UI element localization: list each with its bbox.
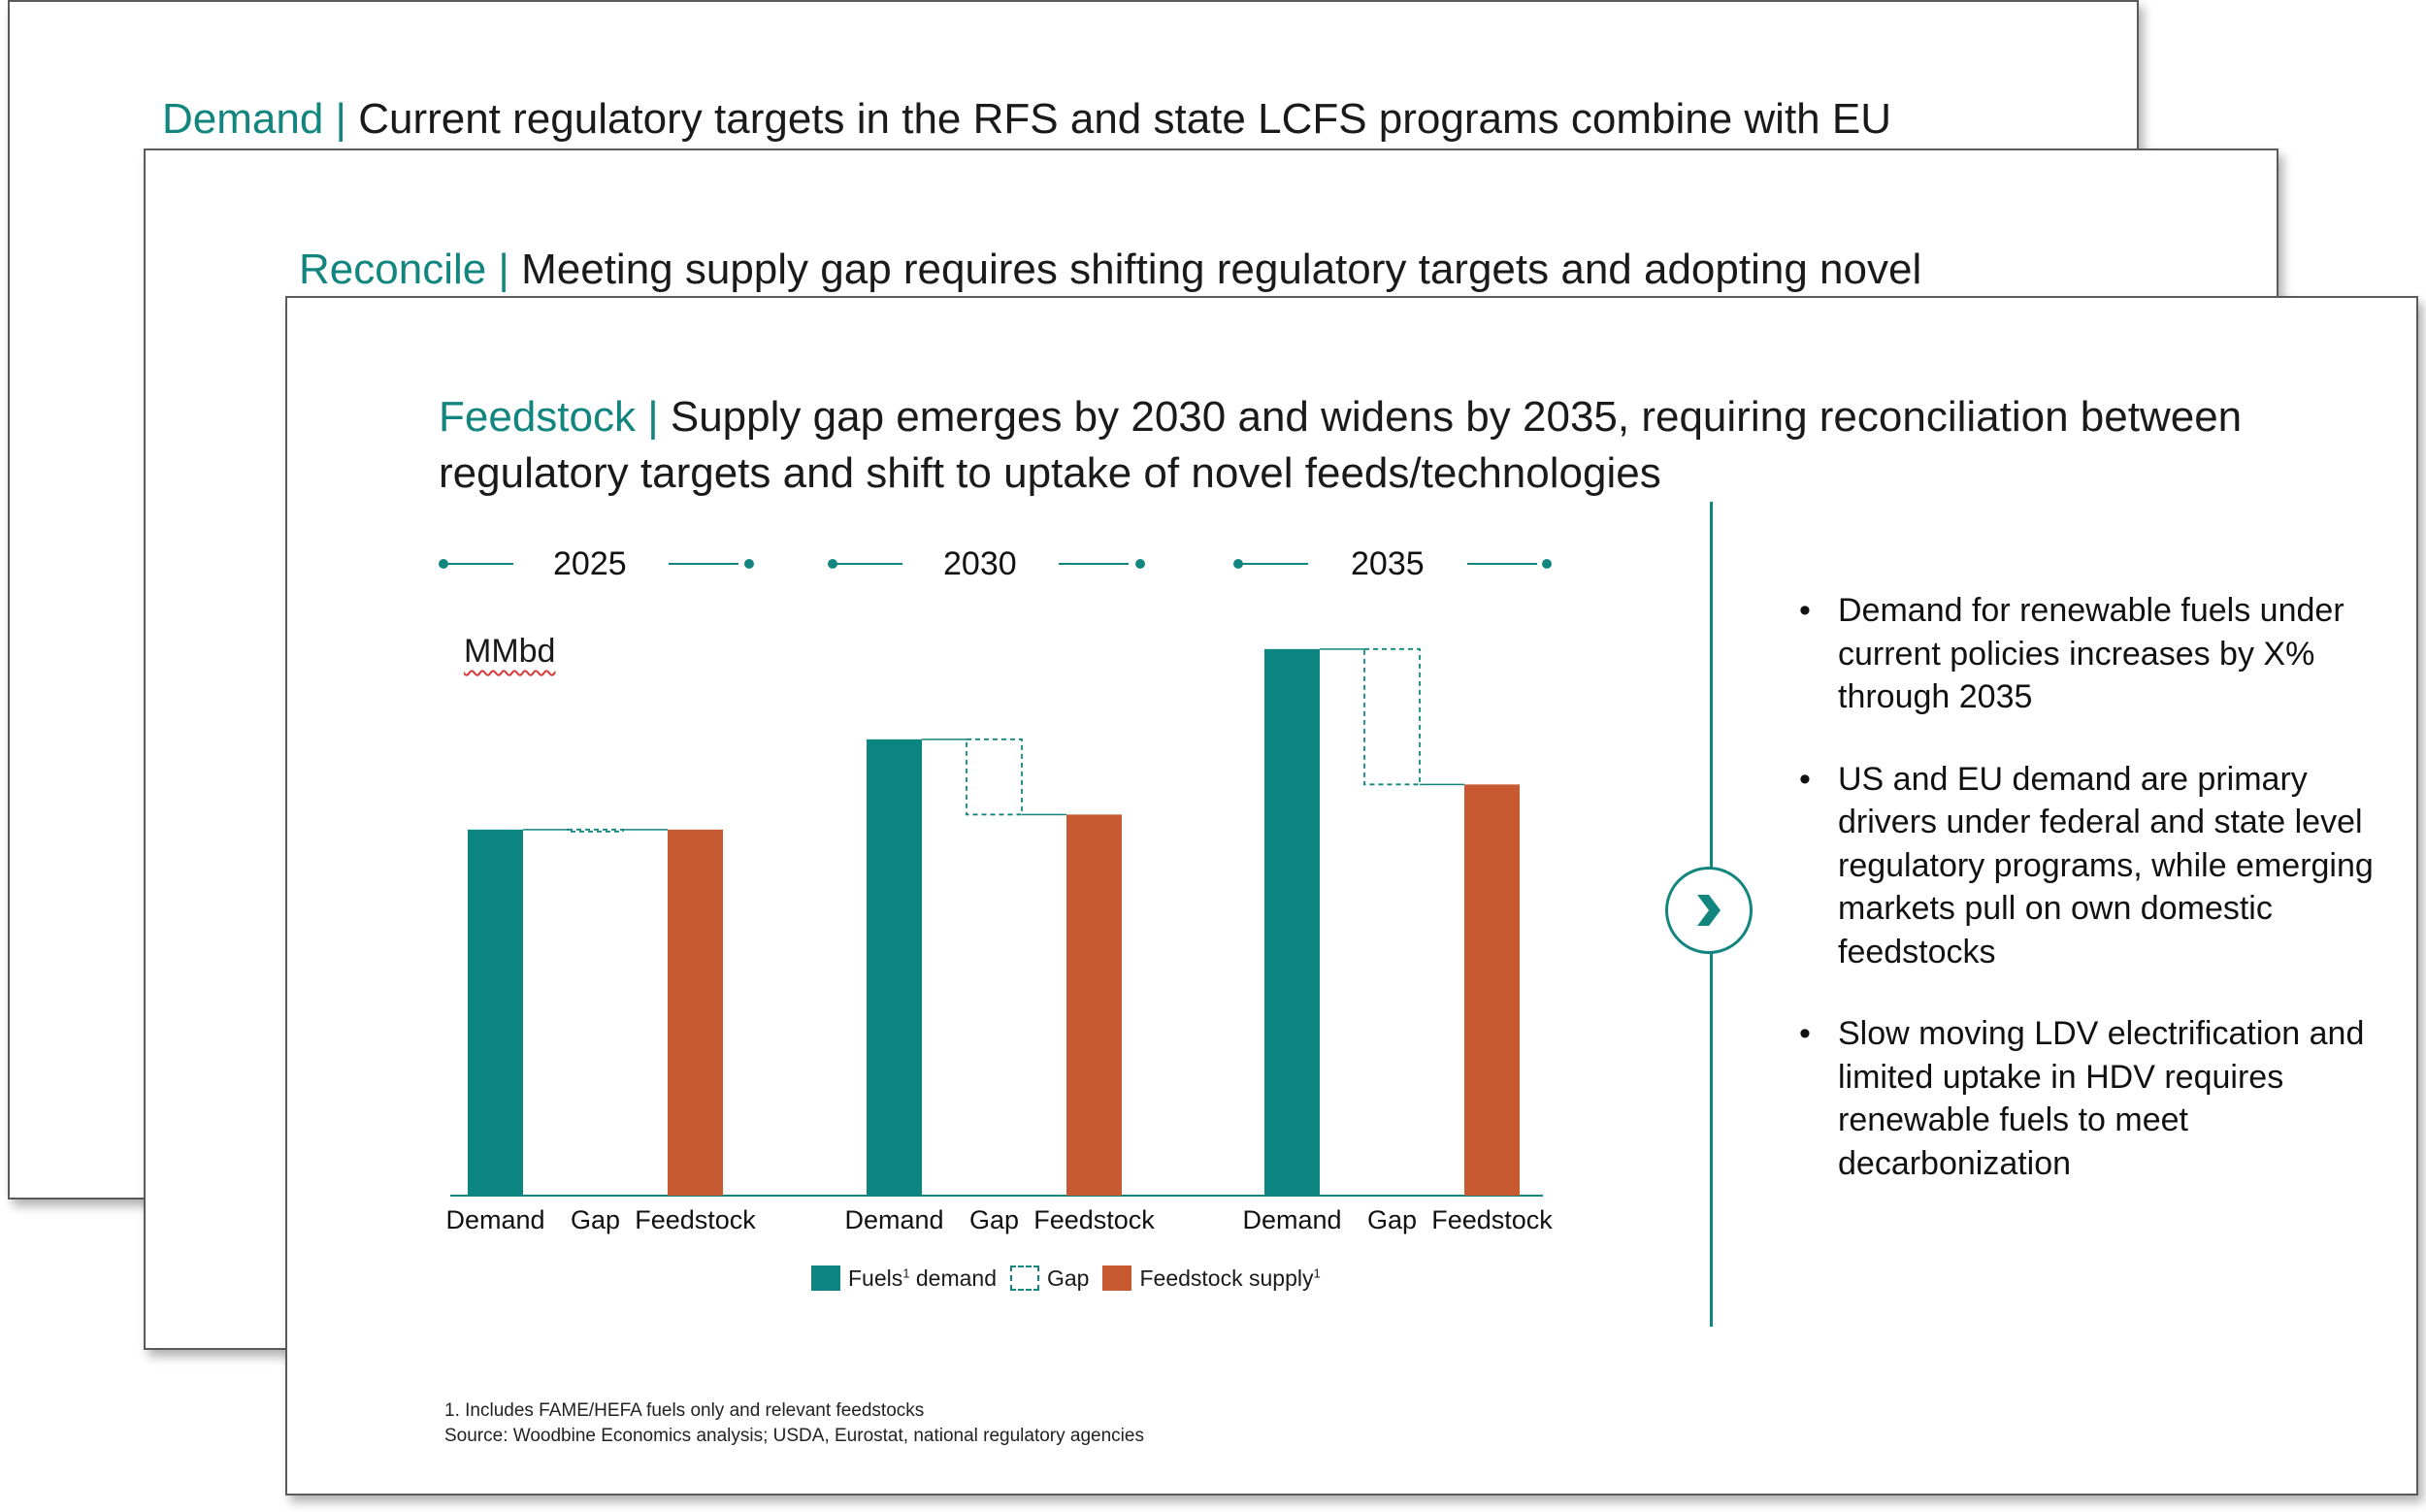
category-label: Feedstock [1033,1205,1155,1234]
category-label: Demand [1242,1205,1341,1234]
legend-swatch-feedstock [1102,1265,1132,1291]
category-label: Feedstock [635,1205,756,1234]
timeline-line [1238,563,1308,565]
slide-title-demand: Demand | Current regulatory targets in t… [162,91,1891,148]
legend-label-gap: Gap [1047,1265,1090,1291]
legend-item-gap: Gap [1010,1265,1089,1292]
year-label: 2035 [1351,545,1425,582]
bar-feedstock-2030 [1066,814,1122,1196]
category-label: Gap [1367,1205,1417,1234]
category-label: Feedstock [1431,1205,1553,1234]
bullet-item: Slow moving LDV electrification and limi… [1799,1012,2381,1185]
source-note: Source: Woodbine Economics analysis; USD… [444,1426,1144,1446]
legend-swatch-fuels [811,1265,840,1291]
legend-label-feedstock: Feedstock supply1 [1139,1265,1321,1291]
arrow-circle [1665,867,1753,954]
bar-demand-2035 [1264,648,1320,1196]
timeline-line [1059,563,1129,565]
chevron-right-icon [1697,895,1721,926]
legend-swatch-gap [1010,1265,1039,1291]
title-rest: Supply gap emerges by 2030 and widens by… [439,393,2243,497]
timeline-line [443,563,513,565]
legend-item-feedstock: Feedstock supply1 [1102,1265,1321,1292]
timeline-dot [1542,559,1552,569]
legend-item-fuels: Fuels1 demand [811,1265,997,1292]
category-label: Demand [445,1205,544,1234]
footnote: 1. Includes FAME/HEFA fuels only and rel… [444,1400,925,1421]
slide-title-feedstock: Feedstock | Supply gap emerges by 2030 a… [439,389,2331,502]
year-label: 2025 [553,545,627,582]
bar-gap-2030 [966,738,1023,816]
bar-feedstock-2025 [668,829,723,1196]
slide-title-reconcile: Reconcile | Meeting supply gap requires … [299,242,1921,298]
bar-gap-2025 [567,828,624,833]
bullet-item: US and EU demand are primary drivers und… [1799,758,2381,974]
title-prefix: Demand | [162,95,346,143]
legend-label-fuels: Fuels1 demand [848,1265,997,1291]
bullet-item: Demand for renewable fuels under current… [1799,589,2381,719]
title-prefix: Feedstock | [439,393,659,441]
category-label: Demand [844,1205,943,1234]
title-rest: Current regulatory targets in the RFS an… [345,95,1891,143]
title-prefix: Reconcile | [299,246,509,293]
bar-gap-2035 [1363,647,1421,786]
unit-label: MMbd [464,633,556,670]
bar-feedstock-2035 [1464,784,1520,1196]
title-rest: Meeting supply gap requires shifting reg… [508,246,1922,293]
bar-demand-2030 [867,739,922,1196]
timeline-line [833,563,902,565]
bar-demand-2025 [468,829,523,1196]
year-label: 2030 [943,545,1017,582]
timeline-line [1467,563,1537,565]
key-takeaways: Demand for renewable fuels under current… [1799,589,2381,1224]
timeline-line [669,563,738,565]
slide-feedstock: Feedstock | Supply gap emerges by 2030 a… [285,296,2418,1496]
chart-legend: Fuels1 demand Gap Feedstock supply1 [811,1264,1334,1293]
timeline-dot [744,559,754,569]
waterfall-chart: Demand Gap Feedstock Demand Gap Feedstock Dema… [445,647,1553,1234]
category-label: Gap [571,1205,620,1234]
category-label: Gap [969,1205,1019,1234]
timeline-dot [1135,559,1145,569]
